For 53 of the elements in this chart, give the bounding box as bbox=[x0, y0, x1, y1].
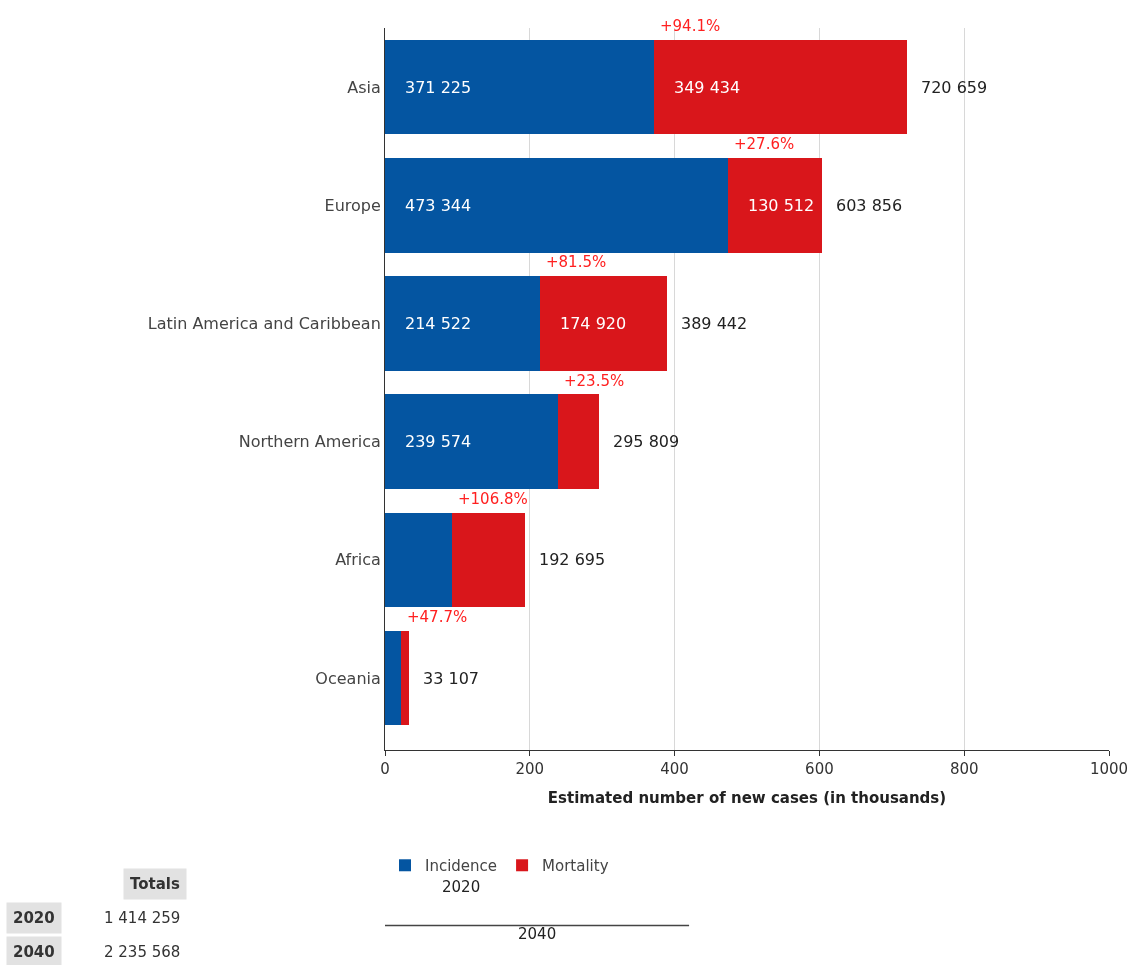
annotation: +106.8% bbox=[458, 490, 528, 508]
y-tick-label: Asia bbox=[347, 77, 381, 97]
text: Totals bbox=[130, 875, 180, 893]
legend-label: Incidence bbox=[425, 857, 498, 876]
annotation: 720 659 bbox=[921, 78, 988, 97]
bar bbox=[385, 39, 654, 135]
annotation: 371 225 bbox=[405, 78, 472, 97]
text: 2020 bbox=[442, 878, 481, 896]
bar bbox=[727, 158, 823, 253]
annotation: 603 856 bbox=[836, 196, 903, 215]
annotation: +94.1% bbox=[660, 17, 721, 35]
x-tick-label: 800 bbox=[949, 760, 979, 778]
bar bbox=[385, 630, 402, 726]
y-tick-label: Europe bbox=[324, 195, 381, 215]
text: 2 235 568 bbox=[104, 943, 181, 961]
annotation: 130 512 bbox=[748, 196, 815, 215]
bar bbox=[385, 276, 541, 371]
annotation: 473 344 bbox=[405, 196, 472, 215]
y-tick-label: Africa bbox=[335, 550, 381, 570]
bar bbox=[385, 158, 728, 253]
annotation: 33 107 bbox=[423, 669, 479, 688]
y-tick-label: Latin America and Caribbean bbox=[147, 314, 381, 334]
annotation: 174 920 bbox=[560, 314, 627, 333]
annotation: 389 442 bbox=[681, 314, 748, 333]
x-tick-label: 0 bbox=[380, 760, 390, 778]
bar bbox=[385, 394, 559, 489]
annotation: +81.5% bbox=[546, 253, 607, 271]
bar bbox=[558, 394, 600, 489]
bar bbox=[653, 39, 907, 135]
y-tick-label: Northern America bbox=[238, 432, 381, 452]
bar bbox=[452, 512, 525, 608]
legend-label: Mortality bbox=[542, 857, 609, 876]
annotation: 192 695 bbox=[539, 550, 606, 569]
text: 2040 bbox=[518, 925, 557, 943]
annotation: +47.7% bbox=[407, 608, 468, 626]
annotation: +23.5% bbox=[564, 372, 625, 390]
x-tick-label: 200 bbox=[515, 760, 545, 778]
annotation: 214 522 bbox=[405, 314, 472, 333]
text: 2040 bbox=[13, 943, 55, 961]
annotation: 295 809 bbox=[613, 432, 680, 451]
text: 2020 bbox=[13, 909, 55, 927]
x-tick-label: 400 bbox=[660, 760, 689, 778]
x-axis-title: Estimated number of new cases (in thousands) bbox=[547, 789, 947, 807]
bar bbox=[401, 630, 409, 726]
text: 1 414 259 bbox=[104, 909, 181, 927]
y-tick-label: Oceania bbox=[315, 668, 381, 688]
annotation: 349 434 bbox=[674, 78, 741, 97]
bar bbox=[540, 276, 667, 371]
x-tick-label: 600 bbox=[805, 760, 834, 778]
annotation: 239 574 bbox=[405, 432, 472, 451]
annotation: +27.6% bbox=[734, 135, 795, 153]
x-tick-label: 1000 bbox=[1089, 760, 1129, 778]
bar bbox=[385, 512, 453, 608]
